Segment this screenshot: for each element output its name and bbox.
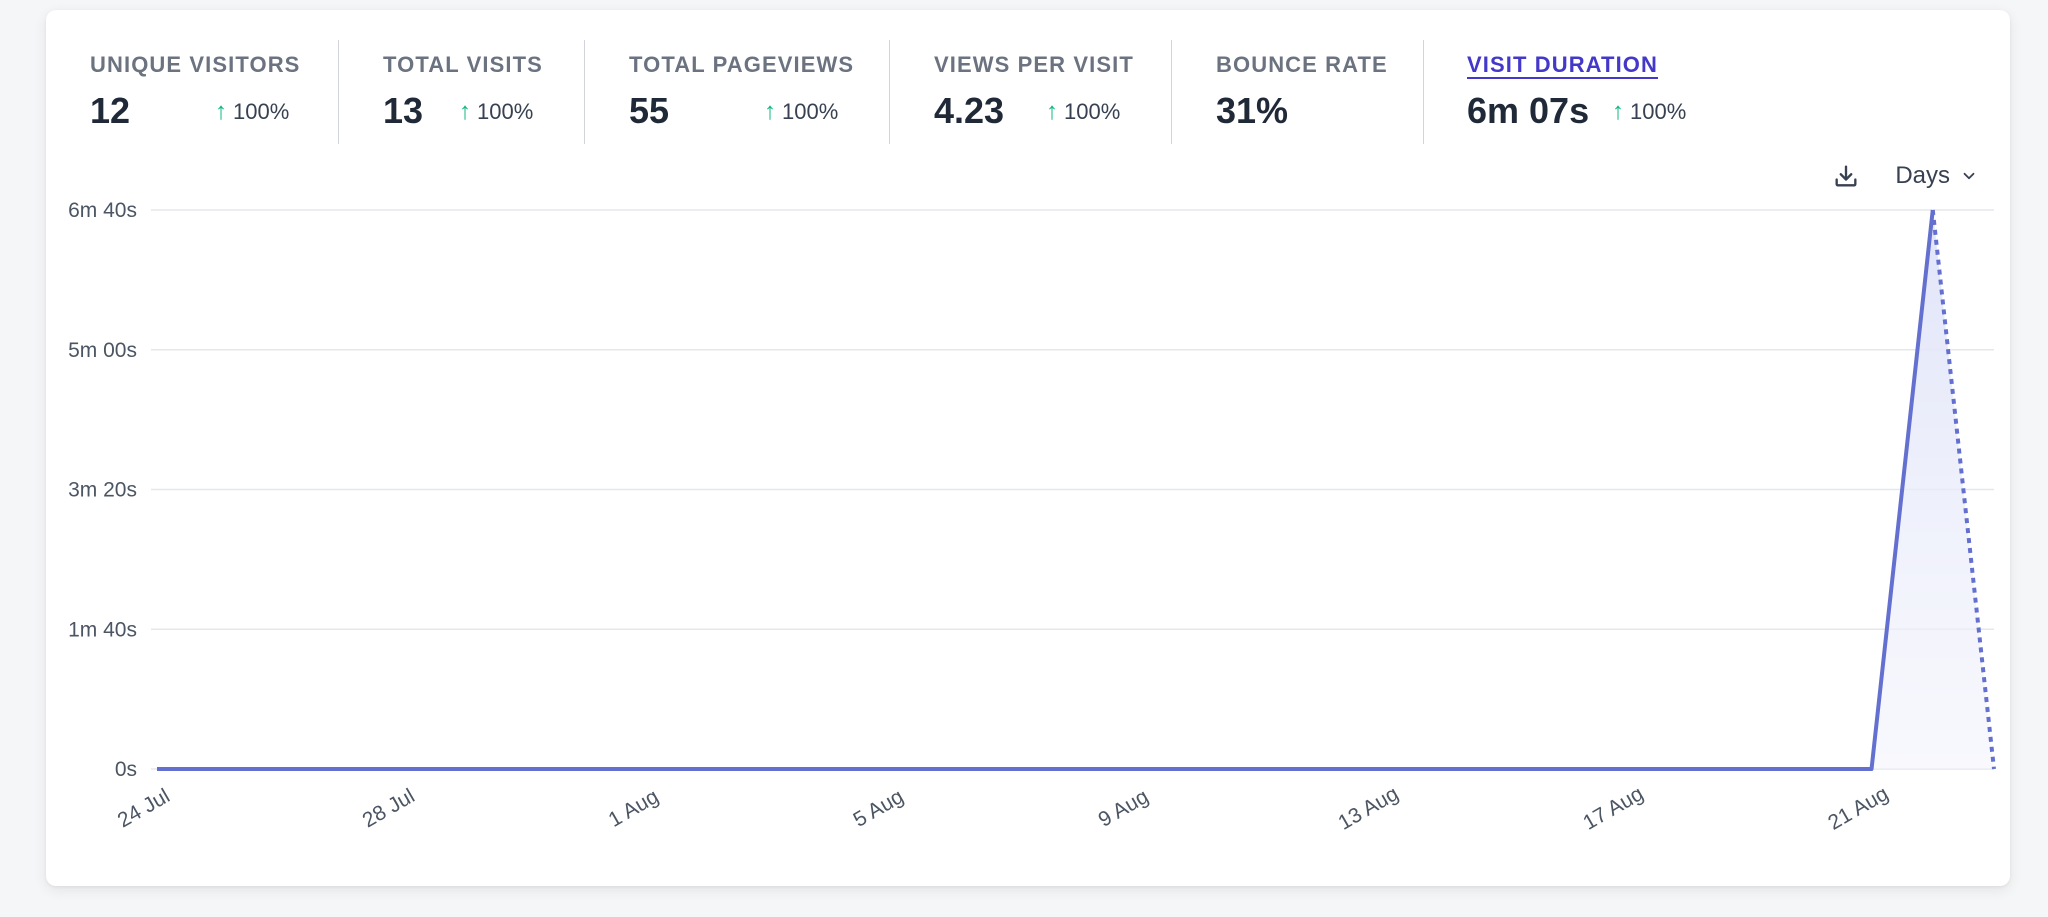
stat-change-value: 100% — [233, 99, 290, 124]
x-tick-label: 9 Aug — [1094, 785, 1152, 832]
y-tick-label: 5m 00s — [68, 339, 137, 362]
chart-series-incomplete-line — [1930, 209, 1996, 770]
stat-label: UNIQUE VISITORS — [90, 52, 301, 77]
stat-value: 12 — [90, 90, 131, 131]
stat-change-value: 100% — [1064, 99, 1121, 124]
top-stats: UNIQUE VISITORS 12 ↑ 100% TOTAL VISITS 1… — [46, 10, 2010, 160]
arrow-up-icon: ↑ — [764, 98, 776, 125]
stat-change-value: 100% — [1630, 99, 1687, 124]
stat-label: BOUNCE RATE — [1216, 52, 1388, 77]
stat-total-pageviews[interactable]: TOTAL PAGEVIEWS 55 ↑ 100% — [629, 40, 879, 144]
stat-change-value: 100% — [782, 99, 839, 124]
stat-value: 4.23 — [934, 90, 1005, 131]
stat-change: ↑ 100% — [459, 98, 533, 126]
line-chart: 0s 1m 40s 3m 20s 5m 00s 6m 40s 24 Jul 28 Jul 1… — [68, 199, 1996, 835]
stat-change: ↑ 100% — [1612, 98, 1686, 126]
x-tick-label: 1 Aug — [605, 785, 663, 832]
stat-change: ↑ 100% — [215, 98, 289, 126]
stat-visit-duration[interactable]: VISIT DURATION 6m 07s ↑ 100% — [1467, 40, 1727, 144]
graph-controls: Days — [1831, 150, 1978, 202]
arrow-up-icon: ↑ — [1612, 98, 1624, 125]
stat-value: 55 — [629, 90, 670, 131]
arrow-up-icon: ↑ — [1046, 98, 1058, 125]
main-graph-card: UNIQUE VISITORS 12 ↑ 100% TOTAL VISITS 1… — [46, 10, 2010, 886]
stat-label: VIEWS PER VISIT — [934, 52, 1134, 77]
x-tick-label: 13 Aug — [1334, 782, 1402, 835]
x-tick-label: 21 Aug — [1824, 782, 1892, 835]
stat-value: 31% — [1216, 90, 1289, 131]
stat-divider — [584, 40, 585, 144]
stat-divider — [889, 40, 890, 144]
arrow-up-icon: ↑ — [459, 98, 471, 125]
download-button[interactable] — [1831, 161, 1861, 191]
y-tick-label: 1m 40s — [68, 618, 137, 641]
interval-label: Days — [1895, 162, 1950, 189]
arrow-up-icon: ↑ — [215, 98, 227, 125]
stat-unique-visitors[interactable]: UNIQUE VISITORS 12 ↑ 100% — [90, 40, 344, 144]
interval-picker-button[interactable]: Days — [1895, 162, 1978, 190]
x-tick-label: 5 Aug — [850, 785, 908, 832]
stat-divider — [1171, 40, 1172, 144]
stat-divider — [338, 40, 339, 144]
stat-value: 13 — [383, 90, 424, 131]
stat-views-per-visit[interactable]: VIEWS PER VISIT 4.23 ↑ 100% — [934, 40, 1164, 144]
y-tick-label: 3m 20s — [68, 479, 137, 502]
stat-label: VISIT DURATION — [1467, 52, 1658, 77]
chart-series-line — [157, 209, 1935, 771]
x-tick-label: 17 Aug — [1579, 782, 1647, 835]
stat-divider — [1423, 40, 1424, 144]
stat-total-visits[interactable]: TOTAL VISITS 13 ↑ 100% — [383, 40, 583, 144]
chevron-down-icon — [1963, 172, 1975, 180]
download-icon — [1835, 165, 1857, 187]
y-tick-label: 0s — [115, 758, 137, 781]
stat-change-value: 100% — [477, 99, 534, 124]
x-tick-label: 28 Jul — [359, 784, 419, 832]
stat-label: TOTAL VISITS — [383, 52, 543, 77]
x-tick-label: 24 Jul — [114, 784, 174, 832]
stat-label: TOTAL PAGEVIEWS — [629, 52, 855, 77]
stat-change: ↑ 100% — [764, 98, 838, 126]
stat-bounce-rate[interactable]: BOUNCE RATE 31% — [1216, 40, 1416, 144]
stat-change: ↑ 100% — [1046, 98, 1120, 126]
stat-value: 6m 07s — [1467, 90, 1590, 131]
y-tick-label: 6m 40s — [68, 199, 137, 222]
